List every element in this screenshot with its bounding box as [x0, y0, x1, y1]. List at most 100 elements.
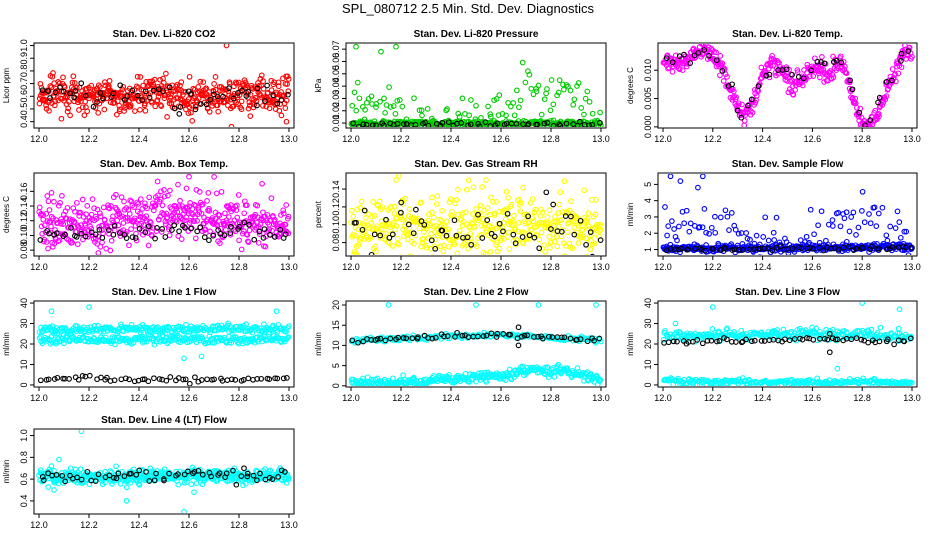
point: [429, 335, 436, 342]
point: [394, 235, 401, 242]
point: [281, 92, 288, 99]
point: [79, 373, 86, 379]
point: [214, 91, 220, 97]
point: [106, 83, 112, 89]
point: [150, 87, 157, 94]
point: [62, 231, 69, 238]
y-axis-label: ml/min: [2, 332, 11, 356]
data-points: [36, 304, 292, 386]
outlier-point: [393, 44, 399, 50]
point: [372, 248, 379, 255]
point: [837, 53, 844, 60]
point: [46, 230, 52, 237]
point: [583, 235, 589, 242]
point: [196, 325, 203, 332]
point: [429, 194, 435, 201]
point: [166, 226, 172, 233]
point: [161, 211, 167, 218]
point: [543, 90, 549, 97]
point: [909, 244, 915, 251]
point: [867, 220, 874, 227]
point: [175, 181, 181, 188]
point: [665, 223, 672, 229]
point: [544, 214, 551, 220]
point: [251, 236, 258, 243]
point: [400, 335, 407, 341]
point: [717, 72, 723, 79]
y-tick-label: 0.010: [643, 59, 653, 82]
series-low: [661, 375, 915, 386]
point: [399, 216, 405, 223]
point: [118, 194, 125, 200]
point: [123, 235, 130, 241]
point: [158, 229, 165, 235]
x-tick-label: 12.2: [392, 393, 410, 403]
point: [355, 242, 362, 248]
point: [144, 205, 150, 212]
point: [41, 96, 48, 103]
point: [390, 220, 397, 226]
point: [892, 71, 898, 77]
point: [547, 244, 553, 251]
point: [410, 230, 417, 237]
point: [146, 94, 153, 101]
point: [406, 206, 413, 212]
y-axis-label: degrees C: [626, 67, 635, 104]
point: [800, 75, 807, 82]
point: [446, 372, 452, 378]
point: [557, 189, 564, 196]
point: [453, 232, 460, 239]
plot-frame: [33, 300, 295, 388]
point: [355, 339, 361, 346]
point: [137, 196, 144, 202]
point: [575, 80, 582, 86]
point: [392, 226, 399, 233]
point: [383, 216, 389, 223]
point: [562, 253, 568, 255]
point: [468, 241, 475, 248]
y-tick-label: 0.9: [19, 52, 29, 65]
point: [894, 208, 901, 215]
point: [39, 87, 46, 94]
point: [267, 231, 273, 238]
point: [445, 243, 452, 250]
point: [159, 202, 166, 209]
x-tick-label: 13.0: [592, 393, 610, 403]
point: [56, 237, 63, 244]
x-tick-label: 13.0: [903, 134, 921, 144]
x-tick-label: 12.8: [853, 262, 871, 272]
point: [709, 326, 716, 332]
y-tick-label: 4: [643, 198, 653, 203]
y-tick-label: 0: [19, 382, 29, 387]
y-tick-label: 0.8: [19, 65, 29, 78]
point: [889, 244, 896, 250]
y-tick-label: 0.10: [331, 216, 341, 234]
point: [568, 213, 574, 220]
point: [282, 105, 289, 111]
x-tick-label: 13.0: [592, 134, 610, 144]
point: [84, 108, 91, 115]
point: [379, 204, 386, 211]
point: [129, 234, 136, 240]
point: [416, 107, 423, 114]
point: [58, 115, 65, 122]
point: [869, 243, 875, 250]
point: [400, 372, 406, 379]
point: [459, 332, 466, 339]
point: [810, 73, 817, 79]
point: [520, 184, 526, 191]
point: [712, 213, 718, 220]
point: [743, 230, 750, 236]
point: [60, 88, 67, 95]
point: [530, 91, 537, 98]
point: [391, 203, 398, 210]
point: [856, 109, 863, 116]
outlier-point: [695, 184, 701, 191]
point: [481, 369, 488, 376]
point: [367, 259, 372, 264]
point: [282, 221, 289, 228]
point: [83, 211, 89, 218]
point: [192, 106, 199, 113]
point: [196, 189, 203, 195]
y-tick-label: 0.04: [331, 77, 341, 95]
